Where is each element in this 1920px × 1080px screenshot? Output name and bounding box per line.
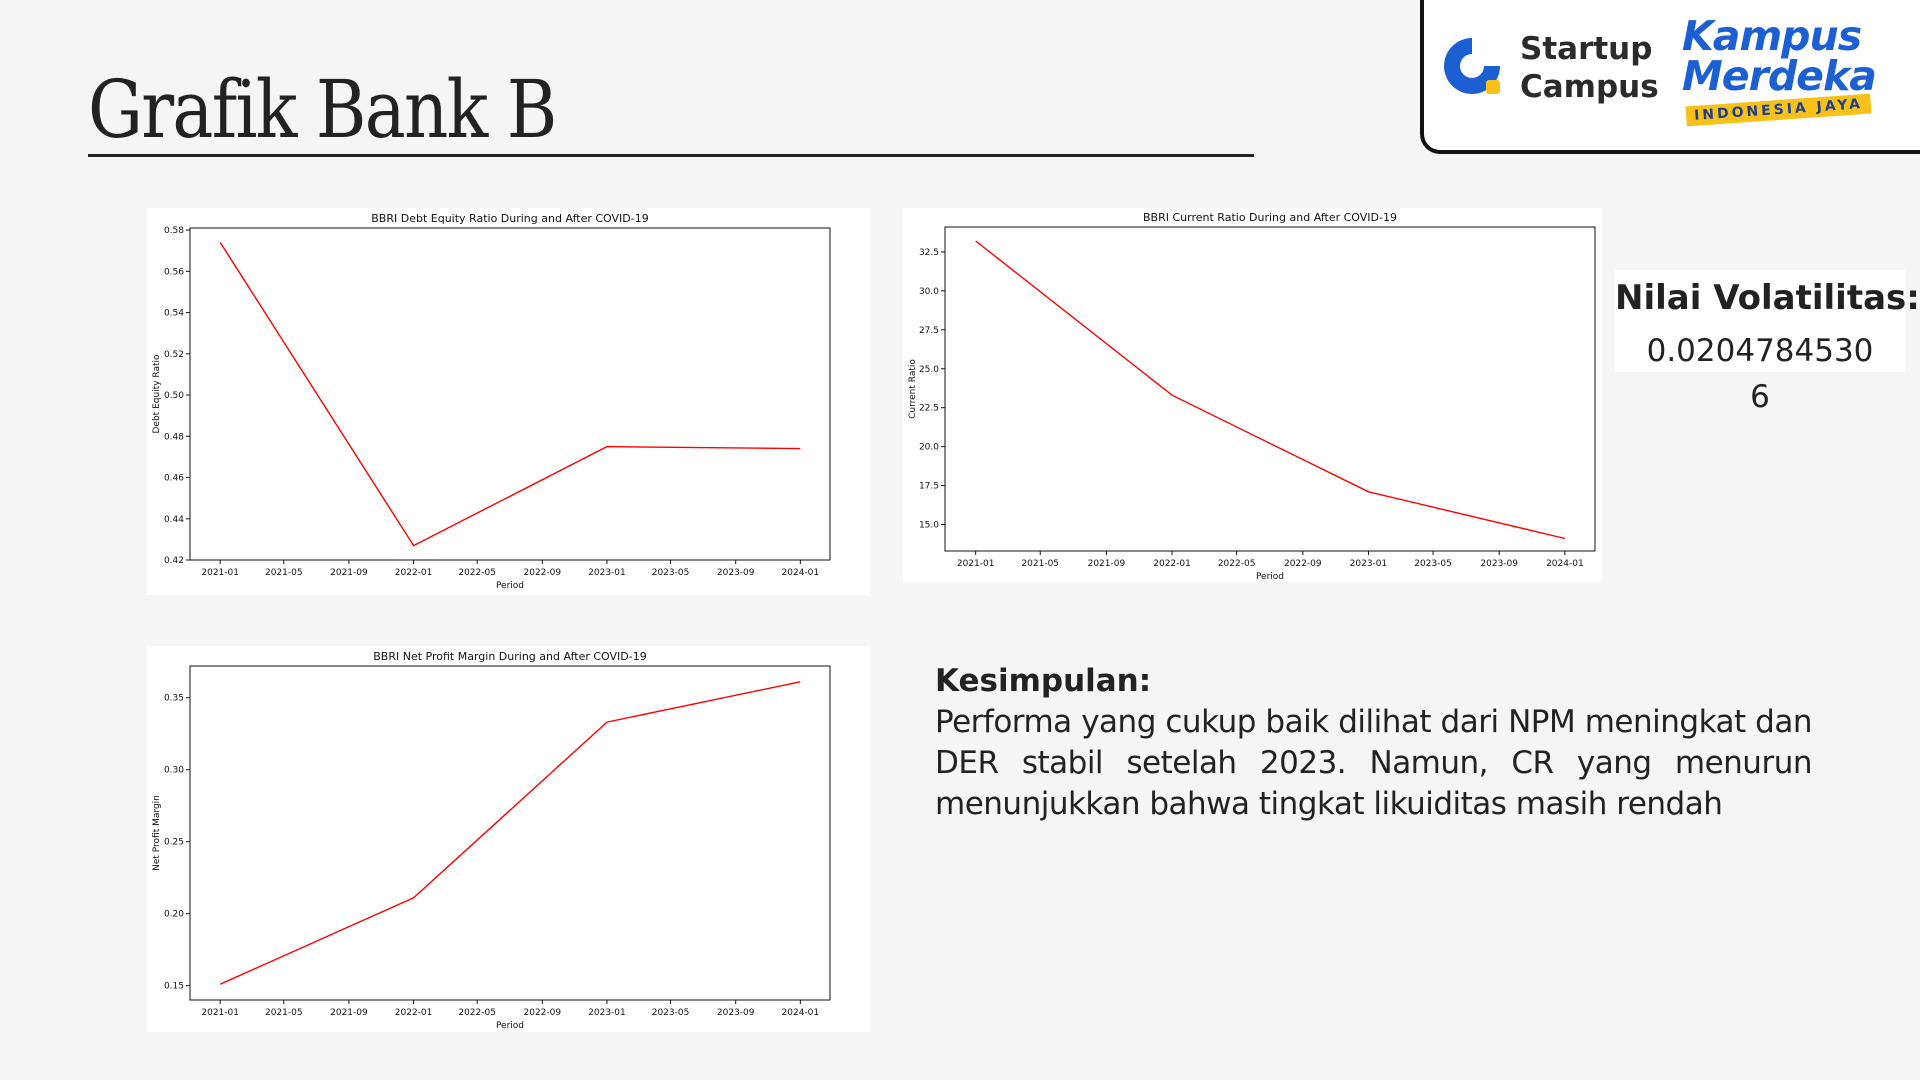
- y-tick-label: 0.44: [164, 515, 184, 525]
- x-tick-label: 2023-05: [652, 568, 690, 578]
- title-underline: [88, 154, 1254, 157]
- volatility-label: Nilai Volatilitas:: [1615, 278, 1920, 318]
- y-tick-label: 0.58: [164, 226, 184, 236]
- startup-campus-logo-text: Startup Campus: [1520, 30, 1659, 106]
- startup-campus-logo-icon: [1444, 38, 1500, 94]
- x-tick-label: 2022-05: [458, 1008, 496, 1018]
- der-chart-panel: BBRI Debt Equity Ratio During and After …: [147, 208, 870, 595]
- y-tick-label: 32.5: [919, 248, 939, 258]
- series-line: [219, 242, 801, 547]
- startup-campus-line1: Startup: [1520, 31, 1653, 67]
- cr-chart: BBRI Current Ratio During and After COVI…: [908, 211, 1596, 582]
- y-tick-label: 0.54: [164, 309, 184, 319]
- x-axis-label: Period: [496, 1021, 524, 1031]
- logo-box: Startup Campus Kampus Merdeka INDONESIA …: [1420, 0, 1920, 154]
- volatility-value-wrap: 0.02047845306: [1615, 328, 1905, 420]
- chart-title: BBRI Net Profit Margin During and After …: [373, 650, 646, 663]
- y-tick-label: 0.30: [164, 766, 184, 776]
- page-title: Grafik Bank B: [88, 63, 557, 156]
- x-axis-label: Period: [496, 581, 524, 591]
- x-tick-label: 2021-05: [1021, 559, 1059, 569]
- x-tick-label: 2022-05: [1218, 559, 1256, 569]
- kampus-merdeka-ribbon: INDONESIA JAYA: [1685, 93, 1872, 127]
- x-tick-label: 2021-05: [265, 1008, 303, 1018]
- x-tick-label: 2024-01: [1546, 559, 1584, 569]
- x-tick-label: 2021-09: [330, 568, 368, 578]
- x-tick-label: 2021-05: [265, 568, 303, 578]
- y-tick-label: 0.20: [164, 910, 184, 920]
- x-tick-label: 2023-09: [717, 568, 755, 578]
- y-tick-label: 0.35: [164, 694, 184, 704]
- x-tick-label: 2022-09: [1284, 559, 1322, 569]
- y-tick-label: 22.5: [919, 404, 939, 414]
- y-axis-label: Debt Equity Ratio: [152, 354, 162, 433]
- y-tick-label: 0.56: [164, 267, 184, 277]
- y-tick-label: 15.0: [919, 521, 939, 531]
- conclusion-heading: Kesimpulan:: [935, 663, 1152, 699]
- x-tick-label: 2021-09: [330, 1008, 368, 1018]
- x-tick-label: 2022-01: [395, 568, 433, 578]
- x-tick-label: 2023-01: [1350, 559, 1388, 569]
- y-axis-label: Current Ratio: [908, 359, 918, 419]
- y-tick-label: 0.42: [164, 556, 184, 566]
- x-tick-label: 2022-01: [1153, 559, 1191, 569]
- x-tick-label: 2022-09: [524, 568, 562, 578]
- kampus-merdeka-logo: Kampus Merdeka INDONESIA JAYA: [1682, 12, 1877, 127]
- x-tick-label: 2022-01: [395, 1008, 433, 1018]
- y-tick-label: 0.15: [164, 982, 184, 992]
- x-tick-label: 2023-05: [1414, 559, 1452, 569]
- x-tick-label: 2022-09: [524, 1008, 562, 1018]
- y-tick-label: 27.5: [919, 326, 939, 336]
- x-tick-label: 2024-01: [782, 568, 820, 578]
- npm-chart-panel: BBRI Net Profit Margin During and After …: [147, 646, 870, 1032]
- conclusion: Kesimpulan: Performa yang cukup baik dil…: [935, 660, 1813, 825]
- series-line: [219, 681, 801, 985]
- volatility-box: Nilai Volatilitas:: [1615, 270, 1920, 372]
- x-tick-label: 2023-09: [1480, 559, 1518, 569]
- x-tick-label: 2023-09: [717, 1008, 755, 1018]
- x-tick-label: 2021-01: [201, 1008, 239, 1018]
- series-line: [975, 240, 1566, 540]
- y-tick-label: 0.48: [164, 432, 184, 442]
- y-tick-label: 20.0: [919, 443, 939, 453]
- x-tick-label: 2023-01: [588, 1008, 626, 1018]
- x-tick-label: 2021-09: [1088, 559, 1126, 569]
- chart-title: BBRI Current Ratio During and After COVI…: [1143, 211, 1397, 224]
- kampus-merdeka-line2: Merdeka: [1682, 52, 1877, 100]
- y-tick-label: 0.25: [164, 838, 184, 848]
- y-tick-label: 17.5: [919, 482, 939, 492]
- y-axis-label: Net Profit Margin: [152, 795, 162, 871]
- y-tick-label: 0.50: [164, 391, 184, 401]
- cr-chart-panel: BBRI Current Ratio During and After COVI…: [903, 208, 1602, 582]
- plot-frame: [944, 226, 1596, 552]
- plot-frame: [189, 665, 831, 1001]
- kampus-merdeka-line1: Kampus: [1682, 12, 1862, 60]
- x-tick-label: 2021-01: [201, 568, 239, 578]
- chart-title: BBRI Debt Equity Ratio During and After …: [371, 212, 648, 225]
- startup-campus-line2: Campus: [1520, 69, 1659, 105]
- x-tick-label: 2022-05: [458, 568, 496, 578]
- volatility-value: 0.02047845306: [1646, 333, 1874, 415]
- x-axis-label: Period: [1256, 572, 1284, 582]
- y-tick-label: 30.0: [919, 287, 939, 297]
- y-tick-label: 25.0: [919, 365, 939, 375]
- conclusion-body: Performa yang cukup baik dilihat dari NP…: [935, 704, 1813, 822]
- der-chart: BBRI Debt Equity Ratio During and After …: [152, 212, 831, 591]
- x-tick-label: 2024-01: [782, 1008, 820, 1018]
- y-tick-label: 0.52: [164, 350, 184, 360]
- plot-frame: [189, 227, 831, 561]
- y-tick-label: 0.46: [164, 474, 184, 484]
- x-tick-label: 2021-01: [957, 559, 995, 569]
- npm-chart: BBRI Net Profit Margin During and After …: [152, 650, 831, 1031]
- x-tick-label: 2023-01: [588, 568, 626, 578]
- x-tick-label: 2023-05: [652, 1008, 690, 1018]
